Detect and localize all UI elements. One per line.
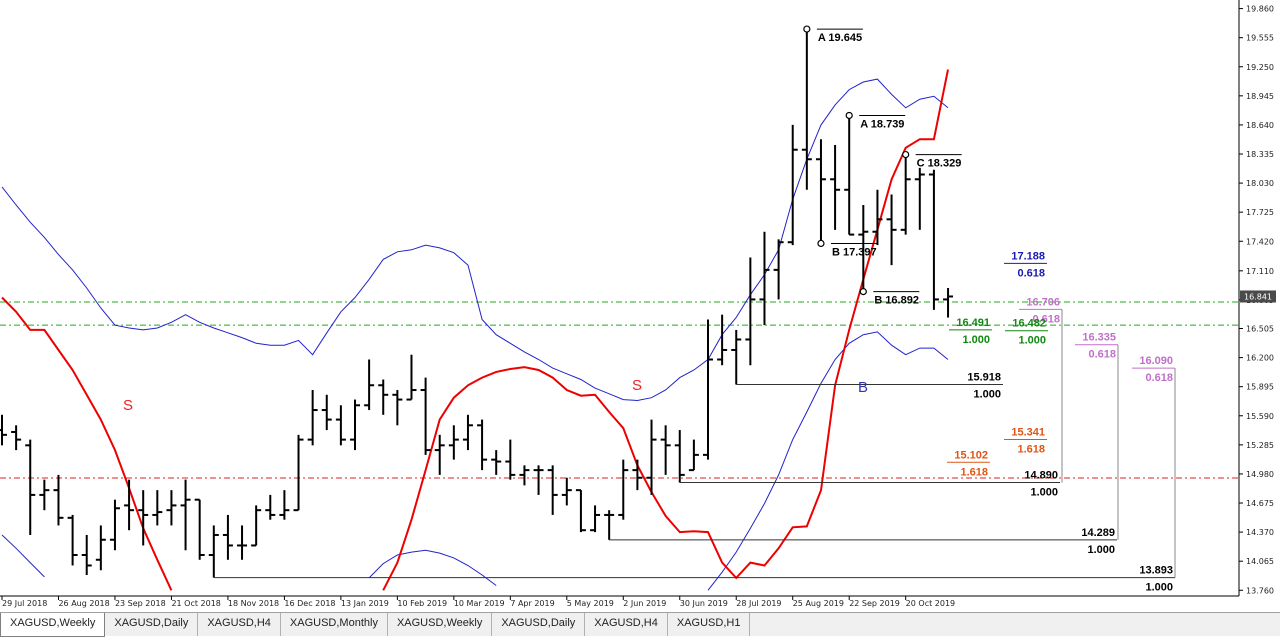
chart: 19.860 19.555 19.250 18.945 18.640 18.335 18.0… <box>0 0 1276 608</box>
chart-tab[interactable]: XAGUSD,H4 <box>585 613 668 636</box>
pivot-label: B 16.892 <box>874 295 919 307</box>
last-price-label: 16.841 <box>1244 292 1272 301</box>
pivot-point <box>803 25 811 33</box>
level-ratio: 0.618 <box>1017 267 1045 279</box>
y-tick-label: 15.590 <box>1246 412 1274 421</box>
x-tick-label: 5 May 2019 <box>567 599 614 608</box>
wave-marker: S <box>123 397 133 414</box>
pivot-point <box>902 150 910 159</box>
level-price: 17.188 <box>1011 250 1045 262</box>
pivot-point <box>817 239 825 248</box>
x-tick-label: 2 Jun 2019 <box>623 599 666 608</box>
x-tick-label: 21 Oct 2018 <box>171 599 220 608</box>
level-price: 13.893 <box>1139 565 1173 577</box>
level-ratio: 0.618 <box>1088 349 1116 361</box>
chart-tab[interactable]: XAGUSD,Weekly <box>388 613 493 636</box>
level-ratio: 0.618 <box>1032 313 1060 325</box>
chart-tab[interactable]: XAGUSD,Monthly <box>281 613 388 636</box>
chart-tab[interactable]: XAGUSD,H4 <box>198 613 281 636</box>
plot-area <box>0 29 1239 591</box>
pivot-label: C 18.329 <box>917 158 962 170</box>
x-tick-label: 7 Apr 2019 <box>510 599 554 608</box>
level-price: 15.341 <box>1011 427 1045 439</box>
level-ratio: 0.618 <box>1145 372 1173 384</box>
level-price: 16.090 <box>1139 355 1173 367</box>
indicator-line <box>1 331 949 591</box>
y-tick-label: 17.110 <box>1246 267 1274 276</box>
y-tick-label: 18.335 <box>1246 150 1274 159</box>
y-tick-label: 15.895 <box>1246 383 1274 392</box>
level-price: 16.706 <box>1026 296 1060 308</box>
wave-marker: B <box>858 379 868 396</box>
y-tick-label: 14.675 <box>1246 499 1274 508</box>
x-tick-label: 30 Jun 2019 <box>680 599 728 608</box>
wave-marker: S <box>632 377 642 394</box>
y-tick-label: 16.200 <box>1246 354 1274 363</box>
level-ratio: 1.618 <box>1017 444 1045 456</box>
x-tick-label: 28 Jul 2019 <box>736 599 781 608</box>
level-ratio: 1.618 <box>960 466 988 478</box>
last-price-tag <box>1240 290 1276 303</box>
y-tick-label: 17.725 <box>1246 208 1274 217</box>
x-tick-label: 10 Mar 2019 <box>454 599 505 608</box>
pivot-label: A 18.739 <box>860 118 904 130</box>
y-tick-label: 19.555 <box>1246 34 1274 43</box>
x-tick-label: 18 Nov 2018 <box>228 599 279 608</box>
chart-tab[interactable]: XAGUSD,Daily <box>492 613 586 636</box>
x-tick-label: 20 Oct 2019 <box>906 599 955 608</box>
level-ratio: 1.000 <box>962 334 990 346</box>
x-tick-label: 25 Aug 2019 <box>793 599 844 608</box>
y-tick-label: 14.370 <box>1246 528 1274 537</box>
x-tick-label: 10 Feb 2019 <box>397 599 447 608</box>
y-tick-label: 18.640 <box>1246 121 1274 130</box>
pivot-label: B 17.397 <box>832 246 877 258</box>
chart-tab[interactable]: XAGUSD,H1 <box>668 613 751 636</box>
y-tick-label: 14.065 <box>1246 557 1274 566</box>
level-price: 16.482 <box>1012 318 1046 330</box>
level-price: 16.335 <box>1082 332 1116 344</box>
y-tick-label: 16.505 <box>1246 325 1274 334</box>
level-ratio: 1.000 <box>973 388 1001 400</box>
pivot-point <box>845 111 853 120</box>
chart-tab[interactable]: XAGUSD,Weekly <box>0 613 106 637</box>
level-ratio: 1.000 <box>1145 582 1173 594</box>
level-price: 15.918 <box>967 371 1001 383</box>
x-tick-label: 29 Jul 2018 <box>2 599 47 608</box>
x-tick-label: 22 Sep 2019 <box>849 599 900 608</box>
y-tick-label: 14.980 <box>1246 470 1274 479</box>
pivot-label: A 19.645 <box>818 32 862 44</box>
level-ratio: 1.000 <box>1087 544 1115 556</box>
level-price: 16.491 <box>956 317 990 329</box>
level-price: 15.102 <box>954 449 988 461</box>
y-tick-label: 15.285 <box>1246 441 1274 450</box>
level-price: 14.289 <box>1081 527 1115 539</box>
level-ratio: 1.000 <box>1018 335 1046 347</box>
pivot-point <box>859 288 867 296</box>
level-ratio: 1.000 <box>1030 487 1058 499</box>
chart-tab[interactable]: XAGUSD,Daily <box>105 613 199 636</box>
tab-bar: XAGUSD,Weekly XAGUSD,Daily XAGUSD,H4 XAGUSD… <box>0 612 1280 637</box>
y-tick-label: 13.760 <box>1246 586 1274 595</box>
y-tick-label: 19.860 <box>1246 5 1274 14</box>
x-tick-label: 26 Aug 2018 <box>58 599 109 608</box>
level-price: 14.890 <box>1024 470 1058 482</box>
y-tick-label: 19.250 <box>1246 63 1274 72</box>
y-tick-label: 17.420 <box>1246 237 1274 246</box>
y-tick-label: 18.945 <box>1246 92 1274 101</box>
x-tick-label: 16 Dec 2018 <box>284 599 335 608</box>
y-tick-label: 18.030 <box>1246 179 1274 188</box>
x-tick-label: 13 Jan 2019 <box>341 599 389 608</box>
x-tick-label: 23 Sep 2018 <box>115 599 166 608</box>
indicator-line <box>1 78 949 402</box>
